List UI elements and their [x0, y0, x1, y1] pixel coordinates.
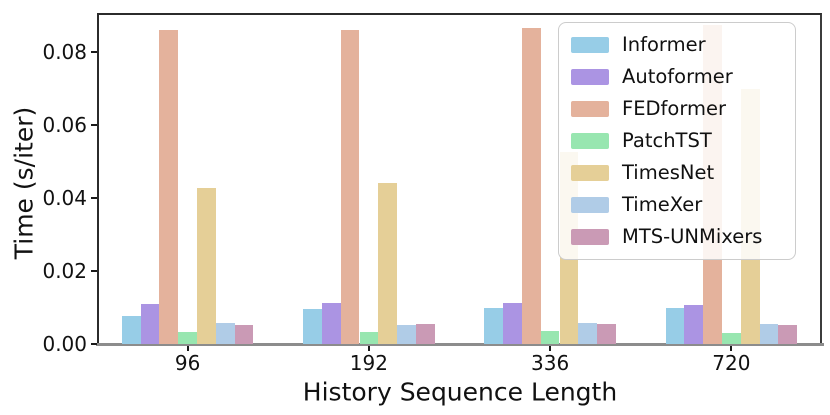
y-axis-title: Time (s/iter) — [9, 106, 39, 260]
bar-informer-336 — [484, 307, 504, 344]
y-tick-mark — [91, 197, 97, 199]
x-tick-mark — [549, 346, 552, 351]
x-tick-label: 336 — [531, 351, 570, 375]
legend-label: Informer — [622, 33, 706, 56]
legend-item-fedformer: FEDformer — [571, 98, 783, 120]
legend-label: PatchTST — [622, 129, 712, 152]
legend-item-informer: Informer — [571, 34, 783, 56]
bar-autoformer-192 — [321, 303, 341, 344]
bar-autoformer-96 — [140, 303, 160, 344]
y-tick-mark — [91, 270, 97, 272]
y-tick-label: 0.04 — [42, 186, 87, 210]
legend-label: FEDformer — [622, 97, 727, 120]
bar-patchtst-192 — [359, 331, 379, 344]
bar-patchtst-336 — [540, 331, 560, 344]
bar-fedformer-96 — [159, 30, 179, 344]
legend-swatch-icon — [571, 101, 609, 117]
legend-swatch-icon — [571, 197, 609, 213]
x-tick-mark — [730, 346, 733, 351]
x-tick-label: 96 — [174, 351, 201, 375]
x-tick-mark — [186, 346, 189, 351]
x-tick-label: 720 — [712, 351, 751, 375]
legend-label: Autoformer — [622, 65, 733, 88]
y-tick-mark — [91, 124, 97, 126]
legend-item-timesnet: TimesNet — [571, 162, 783, 184]
bar-timexer-96 — [215, 322, 235, 344]
y-tick-label: 0.02 — [42, 259, 87, 283]
bar-informer-96 — [121, 315, 141, 344]
legend-item-timexer: TimeXer — [571, 194, 783, 216]
legend-item-mts-unmixers: MTS-UNMixers — [571, 226, 783, 248]
bar-mts-unmixers-192 — [415, 323, 435, 344]
legend-label: TimeXer — [622, 193, 703, 216]
legend-swatch-icon — [571, 69, 609, 85]
legend-label: MTS-UNMixers — [622, 225, 763, 248]
bar-informer-720 — [665, 307, 685, 344]
bar-patchtst-720 — [722, 332, 741, 344]
bar-timexer-720 — [759, 323, 779, 344]
bar-fedformer-336 — [521, 28, 541, 344]
bar-timexer-192 — [397, 324, 416, 344]
bar-mts-unmixers-96 — [234, 324, 254, 344]
legend-label: TimesNet — [622, 161, 715, 184]
legend-swatch-icon — [571, 37, 609, 53]
legend-swatch-icon — [571, 229, 609, 245]
legend: Informer Autoformer FEDformer PatchTST Times… — [558, 22, 796, 260]
x-tick-mark — [367, 346, 370, 351]
y-tick-mark — [91, 343, 97, 345]
bar-timexer-336 — [578, 322, 598, 344]
legend-swatch-icon — [571, 165, 609, 181]
bar-autoformer-720 — [684, 304, 704, 344]
bar-timesnet-96 — [197, 187, 216, 344]
y-tick-label: 0.08 — [42, 40, 87, 64]
legend-item-patchtst: PatchTST — [571, 130, 783, 152]
legend-item-autoformer: Autoformer — [571, 66, 783, 88]
x-axis-title: History Sequence Length — [302, 377, 618, 407]
bar-autoformer-336 — [503, 302, 522, 344]
legend-swatch-icon — [571, 133, 609, 149]
y-tick-label: 0.00 — [42, 332, 87, 356]
bar-informer-192 — [303, 309, 322, 344]
y-tick-mark — [91, 51, 97, 53]
bar-timesnet-192 — [378, 183, 398, 344]
bar-patchtst-96 — [178, 332, 197, 344]
bar-mts-unmixers-720 — [778, 325, 798, 344]
x-axis-line — [96, 343, 824, 346]
bar-fedformer-192 — [340, 30, 360, 344]
y-tick-label: 0.06 — [42, 113, 87, 137]
x-tick-label: 192 — [349, 351, 388, 375]
bar-mts-unmixers-336 — [597, 323, 616, 344]
